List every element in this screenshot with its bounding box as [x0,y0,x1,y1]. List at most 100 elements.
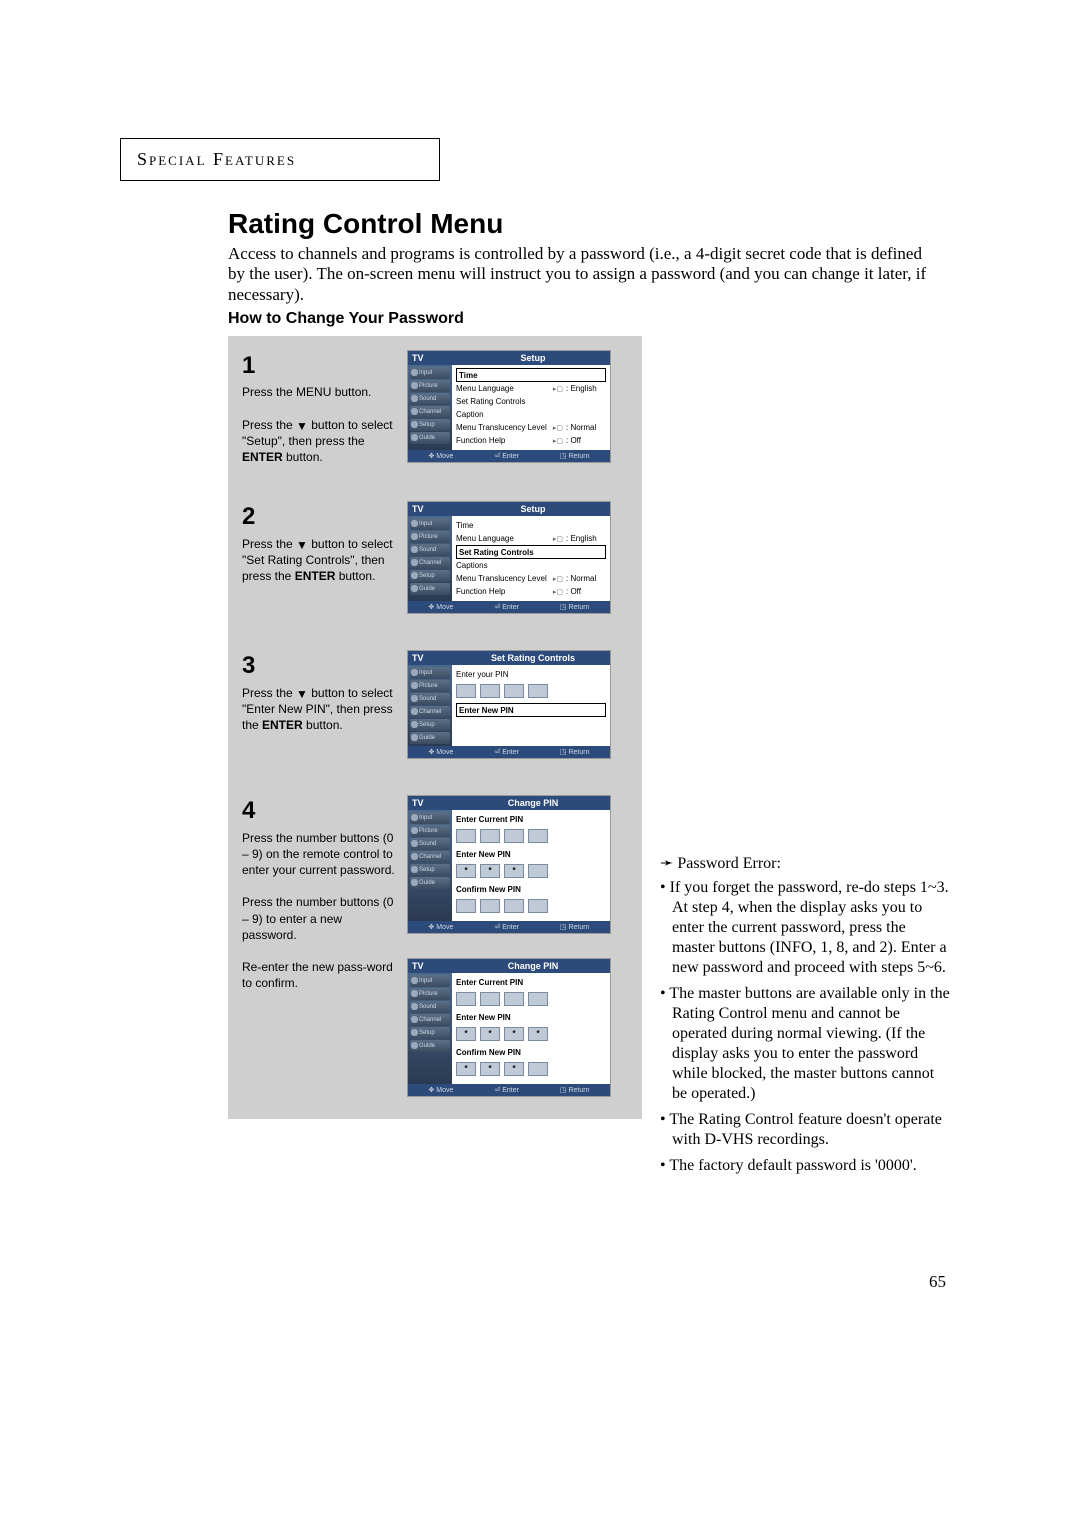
osd-title: Set Rating Controls [456,651,610,665]
osd-menu-row: Function Help▸▢: Off [456,585,606,598]
step-4-number: 4 [242,795,397,827]
osd-row-value: : Normal [566,574,606,583]
osd-screenshot-1: TVSetupInputPictureSoundChannelSetupGuid… [407,350,611,463]
osd-title: Setup [456,351,610,365]
step-3-enter: ENTER [262,718,303,732]
osd-side-item: Picture [410,680,450,692]
osd-footer: ✥ Move ⏎ Enter ◳ Return [408,1084,610,1096]
osd-tv-label: TV [408,796,456,810]
osd-side-item: Input [410,667,450,679]
pin-boxes [456,829,606,843]
osd-title: Change PIN [456,959,610,973]
sub-heading: How to Change Your Password [228,310,464,328]
pin-box: * [504,864,524,878]
pin-box: * [480,1027,500,1041]
step-2-enter: ENTER [295,569,336,583]
osd-side-item: Sound [410,1001,450,1013]
osd-row-icon: ▸▢ [550,385,566,393]
pin-box [528,829,548,843]
pin-boxes [456,899,606,913]
osd-menu-row: Time [456,368,606,382]
osd-side-item: Setup [410,419,450,431]
osd-menu-row: Menu Translucency Level▸▢: Normal [456,421,606,434]
osd-footer-hint: ⏎ Enter [494,1086,519,1094]
osd-row-value: : Off [566,436,606,445]
osd-menu-row: Menu Translucency Level▸▢: Normal [456,572,606,585]
down-arrow-icon: ▼ [296,686,308,702]
osd-side-item: Picture [410,988,450,1000]
pin-boxes: *** [456,864,606,878]
osd-row-label: Set Rating Controls [456,397,550,406]
note-item: The factory default password is '0000'. [660,1156,950,1176]
pin-box [504,992,524,1006]
notes-header: Password Error: [677,855,781,872]
pin-box [528,899,548,913]
step-2-text: 2 Press the ▼ button to select "Set Rati… [242,501,397,614]
osd-side-item: Picture [410,825,450,837]
osd-menu-row: Time [456,519,606,532]
pin-box [480,684,500,698]
pin-box [456,829,476,843]
osd-footer-hint: ◳ Return [560,1086,590,1094]
pin-box [480,992,500,1006]
osd-footer-hint: ✥ Move [428,603,453,611]
osd-prompt: Enter your PIN [456,668,606,681]
osd-side-item: Input [410,975,450,987]
pin-boxes: *** [456,1062,606,1076]
osd-footer: ✥ Move⏎ Enter◳ Return [408,921,610,933]
manual-page: Special Features Rating Control Menu Acc… [0,0,1080,1528]
osd-row-value: : English [566,384,606,393]
intro-paragraph: Access to channels and programs is contr… [228,244,928,305]
left-arrow-icon: ➛ [660,855,673,872]
osd-menu-row: Set Rating Controls [456,545,606,559]
notes-list: If you forget the password, re-do steps … [660,878,950,1176]
osd-footer-hint: ◳ Return [560,923,590,931]
pin-box: * [480,1062,500,1076]
osd-row-label: Caption [456,410,550,419]
osd-side-item: Picture [410,380,450,392]
osd-side-item: Channel [410,851,450,863]
step-4: 4 Press the number buttons (0 – 9) on th… [242,795,628,1097]
pin-box [480,899,500,913]
step-1-line-b-pre: Press the [242,418,296,432]
osd-title: Setup [456,502,610,516]
osd-footer-hint: ✥ Move [428,1086,453,1094]
osd-side-item: Guide [410,432,450,444]
osd-section-label: Confirm New PIN [456,1046,606,1059]
pin-box: * [480,864,500,878]
pin-box [504,684,524,698]
step-2-number: 2 [242,501,397,533]
pin-boxes [456,684,606,698]
note-item: The Rating Control feature doesn't opera… [660,1110,950,1150]
step-3-number: 3 [242,650,397,682]
step-3-pre: Press the [242,686,296,700]
pin-box: * [504,1027,524,1041]
osd-row-icon: ▸▢ [550,535,566,543]
osd-footer: ✥ Move⏎ Enter◳ Return [408,746,610,758]
osd-footer-hint: ⏎ Enter [494,452,519,460]
osd-row-label: Captions [456,561,550,570]
osd-footer-hint: ◳ Return [560,452,590,460]
osd-row-label: Time [459,371,547,380]
step-1-tail: button. [283,450,323,464]
osd-menu-row: Caption [456,408,606,421]
osd-screenshot-5: TVChange PINInputPictureSoundChannelSetu… [407,958,611,1097]
password-error-notes: ➛ Password Error: If you forget the pass… [660,854,950,1182]
osd-title: Change PIN [456,796,610,810]
osd-row-label: Function Help [456,587,550,596]
step-4-line-c: Re-enter the new pass-word to confirm. [242,959,397,991]
osd-side-item: Setup [410,1027,450,1039]
pin-box [528,684,548,698]
osd-side-item: Setup [410,864,450,876]
pin-box [456,899,476,913]
osd-side-item: Setup [410,570,450,582]
osd-footer-hint: ✥ Move [428,748,453,756]
step-3: 3 Press the ▼ button to select "Enter Ne… [242,650,628,759]
osd-side-item: Guide [410,1040,450,1052]
osd-side-item: Guide [410,583,450,595]
osd-menu-row: Set Rating Controls [456,395,606,408]
step-4-text: 4 Press the number buttons (0 – 9) on th… [242,795,397,1097]
osd-side-item: Channel [410,706,450,718]
note-item: If you forget the password, re-do steps … [660,878,950,978]
step-2-pre: Press the [242,537,296,551]
